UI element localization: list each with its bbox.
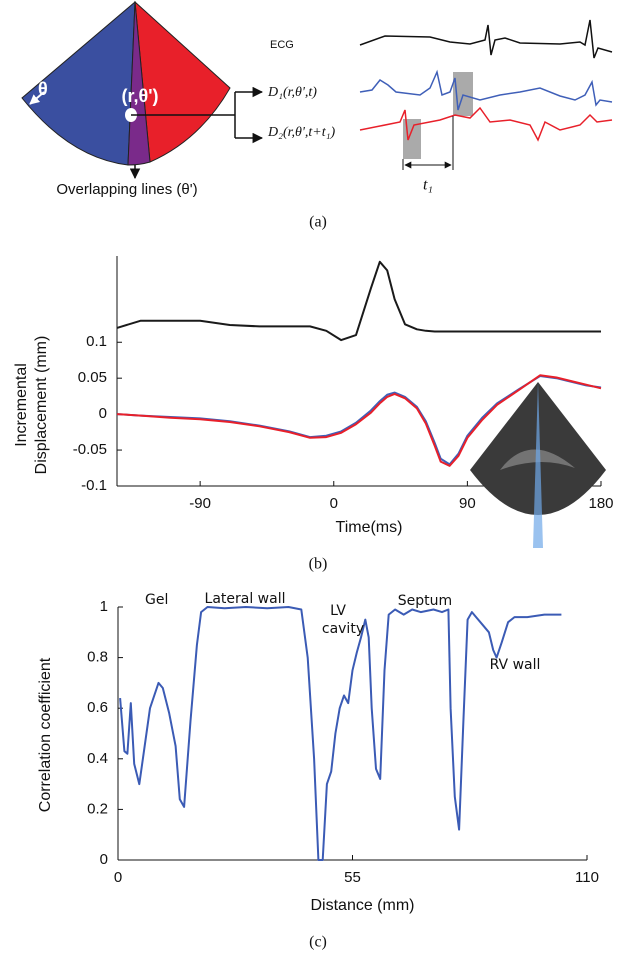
caption: (b): [309, 556, 328, 573]
data-line: [116, 260, 601, 342]
y-tick-label: 0.05: [78, 369, 107, 386]
t1-label: t₁: [423, 177, 433, 194]
y-tick-label: 0.2: [87, 800, 108, 817]
chart-1: 0 0.2 0.4 0.6 0.8 1 0 55 110 Distance (mm) Correla…: [37, 591, 599, 914]
overlap-label: Overlapping lines (θ'): [56, 181, 197, 198]
y-tick-label: 0: [100, 851, 108, 868]
y-axis-label: Displacement (mm): [33, 336, 50, 475]
x-tick-label: -90: [189, 495, 211, 512]
x-tick-label: 180: [588, 495, 613, 512]
y-axis-label: Correlation coefficient: [37, 657, 54, 812]
x-axis-label: Time(ms): [336, 519, 403, 536]
inset-ultrasound: [470, 382, 606, 548]
window-d2: [403, 119, 421, 159]
y-tick-label: 0.6: [87, 699, 108, 716]
panel-a: r θ (r,θ') Overlapping lines (θ') ECG D₁…: [16, 0, 613, 231]
x-tick-label: 0: [330, 495, 338, 512]
d1-wave: [359, 69, 613, 111]
y-tick-label: 0: [99, 405, 107, 422]
annotation: cavity: [322, 621, 364, 637]
annotation: LV: [330, 603, 346, 619]
data-line: [116, 374, 602, 467]
d2-wave: [359, 106, 613, 142]
y-tick-label: 0.8: [87, 649, 108, 666]
y-tick-label: 0.4: [87, 750, 108, 767]
x-axis-label: Distance (mm): [310, 897, 414, 914]
sector-red: [134, 0, 231, 163]
y-tick-label: -0.05: [73, 441, 107, 458]
y-axis-label: Incremental: [13, 363, 30, 447]
caption: (a): [309, 214, 327, 231]
d2-label: D₂(r,θ',t+t₁): [267, 125, 336, 140]
ultrasound-beam: [533, 382, 543, 548]
theta-label: θ: [38, 79, 48, 99]
annotation: Septum: [398, 593, 452, 609]
sector-blue: [21, 0, 136, 166]
r-label: r: [16, 83, 23, 103]
point-label: (r,θ'): [121, 86, 158, 106]
annotation: Lateral wall: [205, 591, 286, 607]
caption: (c): [309, 934, 327, 951]
x-tick-label: 0: [114, 869, 122, 886]
r-arrow: [29, 91, 45, 105]
annotation: RV wall: [490, 657, 541, 673]
chart-0: -0.1 -0.05 0 0.05 0.1 -90 0 90 180 Time(ms) Increm…: [13, 256, 614, 536]
d1-label: D₁(r,θ',t): [267, 85, 317, 100]
sector-overlap: [127, 1, 151, 166]
y-tick-label: -0.1: [81, 477, 107, 494]
y-tick-label: 0.1: [86, 333, 107, 350]
ecg-label: ECG: [270, 39, 294, 51]
x-tick-label: 90: [459, 495, 476, 512]
y-tick-label: 1: [100, 598, 108, 615]
x-tick-label: 55: [344, 869, 361, 886]
annotation: Gel: [145, 592, 168, 608]
ecg-wave: [359, 19, 613, 59]
data-line: [119, 606, 562, 861]
x-tick-label: 110: [575, 869, 599, 886]
